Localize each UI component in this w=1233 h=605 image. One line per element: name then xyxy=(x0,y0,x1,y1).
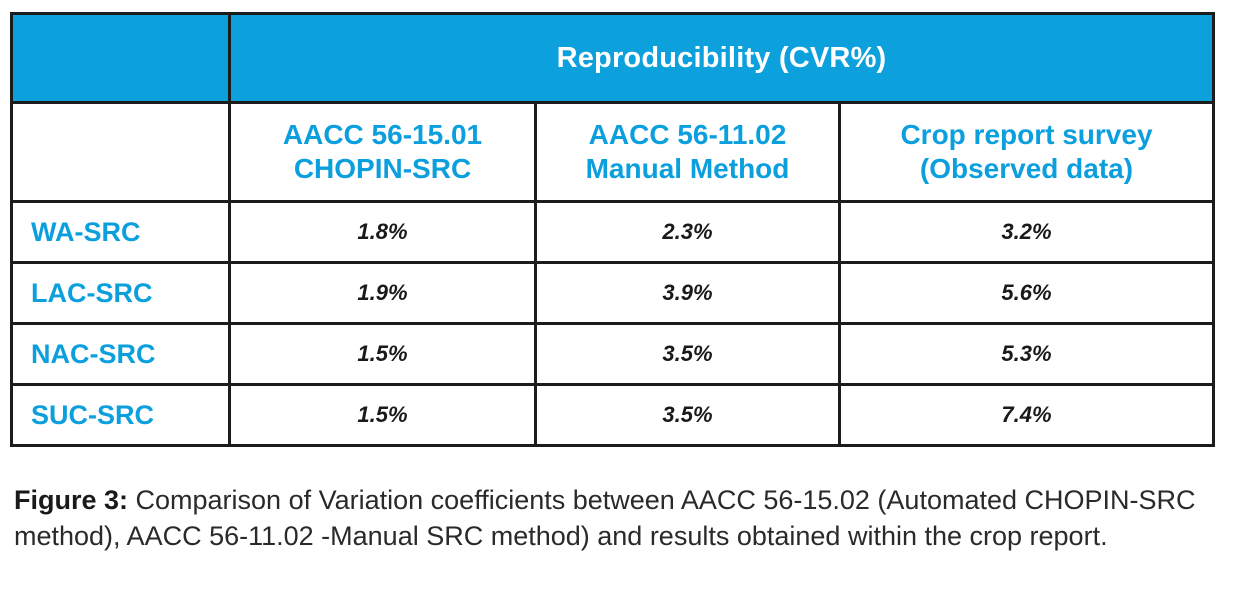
table-cell: 3.5% xyxy=(534,322,841,386)
column-header-manual: AACC 56-11.02 Manual Method xyxy=(534,101,841,203)
column-header-row: AACC 56-15.01 CHOPIN-SRC AACC 56-11.02 M… xyxy=(10,101,1215,203)
table-cell: 1.8% xyxy=(228,200,537,264)
column-header-line2: (Observed data) xyxy=(919,153,1134,184)
table-title: Reproducibility (CVR%) xyxy=(228,12,1215,104)
cvr-table-container: Reproducibility (CVR%) AACC 56-15.01 CHO… xyxy=(10,12,1215,447)
column-header-line2: Manual Method xyxy=(585,153,790,184)
column-header-line1: AACC 56-15.01 xyxy=(282,119,483,150)
column-header-crop-report: Crop report survey (Observed data) xyxy=(838,101,1215,203)
caption-text: Comparison of Variation coefficients bet… xyxy=(14,485,1196,551)
table-cell: 5.6% xyxy=(838,261,1215,325)
column-header-chopin: AACC 56-15.01 CHOPIN-SRC xyxy=(228,101,537,203)
row-label: WA-SRC xyxy=(10,200,231,264)
row-label: NAC-SRC xyxy=(10,322,231,386)
row-label: SUC-SRC xyxy=(10,383,231,447)
table-row: SUC-SRC 1.5% 3.5% 7.4% xyxy=(10,383,1215,447)
table-cell: 1.5% xyxy=(228,383,537,447)
table-title-row: Reproducibility (CVR%) xyxy=(10,12,1215,104)
table-cell: 1.5% xyxy=(228,322,537,386)
table-cell: 2.3% xyxy=(534,200,841,264)
table-row: WA-SRC 1.8% 2.3% 3.2% xyxy=(10,200,1215,264)
reproducibility-table: Reproducibility (CVR%) AACC 56-15.01 CHO… xyxy=(10,12,1215,447)
column-header-line2: CHOPIN-SRC xyxy=(293,153,472,184)
table-cell: 7.4% xyxy=(838,383,1215,447)
table-cell: 3.2% xyxy=(838,200,1215,264)
corner-cell xyxy=(10,12,231,104)
column-header-line1: Crop report survey xyxy=(900,119,1153,150)
table-cell: 5.3% xyxy=(838,322,1215,386)
table-row: LAC-SRC 1.9% 3.9% 5.6% xyxy=(10,261,1215,325)
table-cell: 3.9% xyxy=(534,261,841,325)
table-row: NAC-SRC 1.5% 3.5% 5.3% xyxy=(10,322,1215,386)
figure-caption: Figure 3: Comparison of Variation coeffi… xyxy=(14,482,1214,554)
row-label: LAC-SRC xyxy=(10,261,231,325)
table-cell: 3.5% xyxy=(534,383,841,447)
figure-label: Figure 3: xyxy=(14,485,129,515)
empty-header-cell xyxy=(10,101,231,203)
table-cell: 1.9% xyxy=(228,261,537,325)
column-header-line1: AACC 56-11.02 xyxy=(588,119,787,150)
